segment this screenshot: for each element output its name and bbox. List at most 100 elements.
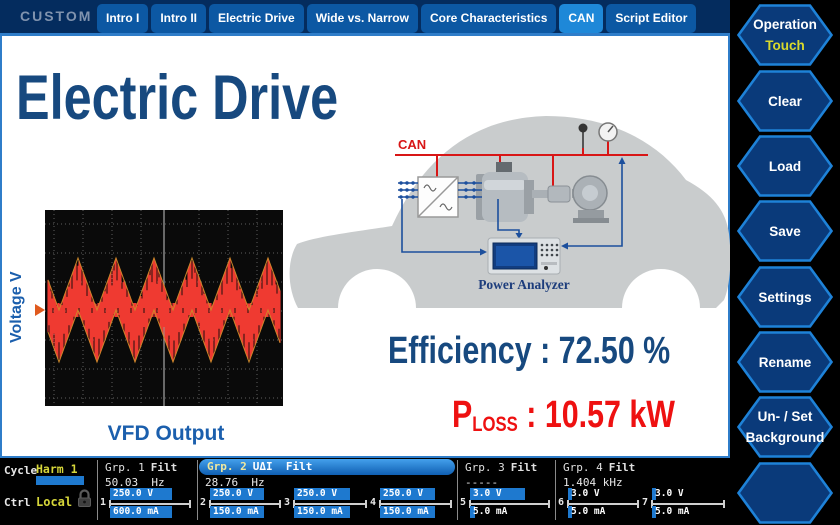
settings-button[interactable]: Settings xyxy=(737,266,833,328)
hexagon-shape xyxy=(737,4,833,66)
ploss-subscript: LOSS xyxy=(472,412,518,436)
group-header-3[interactable]: Grp. 3 Filt xyxy=(465,461,537,474)
button-label-line: Load xyxy=(768,158,802,174)
current-range-bar xyxy=(652,506,656,518)
load-machine-icon xyxy=(572,175,609,223)
efficiency-label: Efficiency xyxy=(388,330,532,372)
voltage-range-bar xyxy=(470,488,525,500)
scale-tick xyxy=(450,500,452,508)
efficiency-readout: Efficiency : 72.50 % xyxy=(388,330,670,373)
scale-tick xyxy=(637,500,639,508)
status-bar: Cycle Harm 1 Ctrl Local Grp. 1 Filt 50.03 … xyxy=(0,458,730,525)
button-label-line: Operation xyxy=(753,17,817,32)
thermometer-icon xyxy=(578,123,588,148)
channel-6[interactable]: 6 3.0 V 5.0 mA xyxy=(558,487,642,521)
voltage-range-bar xyxy=(294,488,350,500)
current-range-value: 600.0 mA xyxy=(113,506,159,517)
scale-tick xyxy=(279,500,281,508)
current-range-bar xyxy=(568,506,572,518)
background-button-label: Un- / Set Background xyxy=(737,396,833,458)
group-qualifier: UΔI Filt xyxy=(252,460,313,473)
current-range-bar xyxy=(110,506,172,518)
tab-core-characteristics[interactable]: Core Characteristics xyxy=(420,4,557,33)
gauge-icon xyxy=(598,122,618,142)
channel-5[interactable]: 5 3.0 V 5.0 mA xyxy=(460,487,553,521)
ctrl-mode-value[interactable]: Local xyxy=(36,495,73,509)
save-button-label: Save xyxy=(737,200,833,262)
current-range-value: 5.0 mA xyxy=(655,506,690,517)
lock-icon[interactable] xyxy=(76,489,93,508)
tab-electric-drive[interactable]: Electric Drive xyxy=(209,4,304,33)
button-label-line: Touch xyxy=(765,38,805,53)
group-header-2[interactable]: Grp. 2 UΔI Filt xyxy=(199,459,455,475)
tab-intro-ii[interactable]: Intro II xyxy=(151,4,206,33)
range-scale-line xyxy=(109,503,189,505)
settings-button-label: Settings xyxy=(737,266,833,328)
voltage-range-value: 250.0 V xyxy=(383,488,424,499)
section-divider xyxy=(197,460,198,520)
group-header-4[interactable]: Grp. 4 Filt xyxy=(563,461,635,474)
group-header-1[interactable]: Grp. 1 Filt xyxy=(105,461,177,474)
voltage-range-bar xyxy=(380,488,435,500)
channel-4[interactable]: 4 250.0 V 150.0 mA xyxy=(370,487,455,521)
range-scale-line xyxy=(567,503,637,505)
load-button[interactable]: Load xyxy=(737,135,833,197)
tab-can[interactable]: CAN xyxy=(559,4,604,33)
voltage-range-value: 250.0 V xyxy=(113,488,154,499)
cycle-progress-bar xyxy=(36,476,84,485)
channel-1[interactable]: 1 250.0 V 600.0 mA xyxy=(100,487,194,521)
range-scale-line xyxy=(651,503,723,505)
current-range-value: 150.0 mA xyxy=(383,506,429,517)
tab-script-editor[interactable]: Script Editor xyxy=(606,4,697,33)
channel-2[interactable]: 2 250.0 V 150.0 mA xyxy=(200,487,284,521)
group-name: Grp. 1 xyxy=(105,461,145,474)
waveform-envelope xyxy=(47,308,281,364)
voltage-range-value: 250.0 V xyxy=(213,488,254,499)
scope-caption: VFD Output xyxy=(107,422,225,445)
channel-number: 6 xyxy=(558,497,565,508)
channel-number: 7 xyxy=(642,497,649,508)
channel-number: 3 xyxy=(284,497,291,508)
custom-menu-label[interactable]: CUSTOM xyxy=(20,8,93,24)
operation-button[interactable]: Operation Touch xyxy=(737,4,833,66)
channel-number: 1 xyxy=(100,497,107,508)
range-scale-line xyxy=(469,503,548,505)
channel-7[interactable]: 7 3.0 V 5.0 mA xyxy=(642,487,728,521)
clear-button[interactable]: Clear xyxy=(737,70,833,132)
button-label-line: Save xyxy=(769,223,801,239)
voltage-range-bar xyxy=(210,488,264,500)
clear-button-label: Clear xyxy=(737,70,833,132)
blank-button[interactable] xyxy=(737,462,833,524)
operation-button-label: Operation Touch xyxy=(737,4,833,66)
save-button[interactable]: Save xyxy=(737,200,833,262)
load-button-label: Load xyxy=(737,135,833,197)
button-label-line: Clear xyxy=(768,93,802,109)
scale-tick xyxy=(379,500,381,508)
power-loss-readout: PLOSS : 10.57 kW xyxy=(452,394,675,437)
scale-tick xyxy=(189,500,191,508)
sidebar: Operation Touch Clear Load Save Settings Renam… xyxy=(730,0,840,525)
voltage-range-value: 250.0 V xyxy=(297,488,338,499)
can-bus-label: CAN xyxy=(398,137,426,152)
background-button[interactable]: Un- / Set Background xyxy=(737,396,833,458)
inverter-icon xyxy=(417,176,459,218)
group-frequency: 1.404 kHz xyxy=(563,476,623,489)
hexagon-shape xyxy=(737,266,833,328)
button-label-line: Un- / Set xyxy=(757,409,813,424)
waveform-envelope xyxy=(47,256,281,312)
scale-tick xyxy=(209,500,211,508)
rename-button[interactable]: Rename xyxy=(737,331,833,393)
scale-tick xyxy=(651,500,653,508)
channel-3[interactable]: 3 250.0 V 150.0 mA xyxy=(284,487,370,521)
wire-connection-dots xyxy=(399,181,476,199)
electric-drive-diagram: CAN xyxy=(289,116,730,308)
tab-intro-i[interactable]: Intro I xyxy=(97,4,149,33)
pwm-waveform xyxy=(47,258,281,362)
ctrl-label: Ctrl xyxy=(4,496,31,509)
range-scale-line xyxy=(209,503,279,505)
tab-wide-vs-narrow[interactable]: Wide vs. Narrow xyxy=(306,4,418,33)
scale-tick xyxy=(109,500,111,508)
ploss-value: 10.57 kW xyxy=(544,394,675,436)
cycle-mode-value[interactable]: Harm 1 xyxy=(36,462,78,476)
